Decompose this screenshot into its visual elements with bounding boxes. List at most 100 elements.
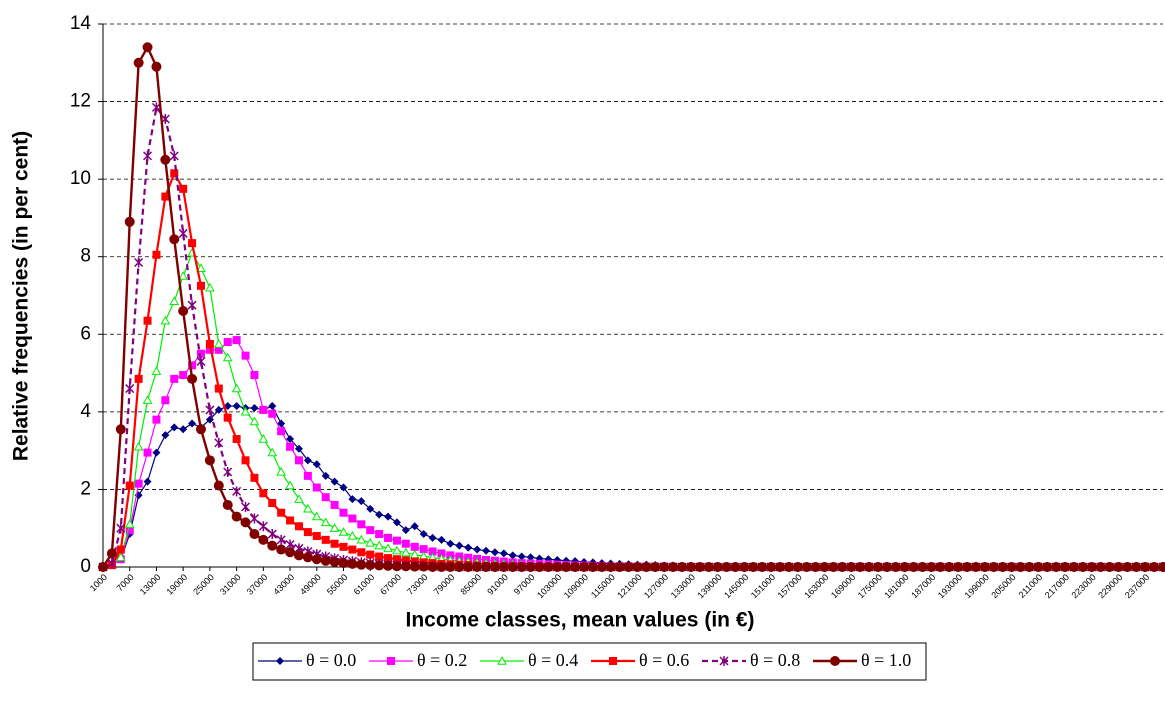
marker xyxy=(214,345,223,354)
x-tick-label: 91000 xyxy=(485,572,510,597)
x-tick-label: 67000 xyxy=(378,572,403,597)
marker xyxy=(312,483,321,492)
marker xyxy=(178,271,189,280)
marker xyxy=(1149,562,1160,572)
marker xyxy=(730,562,741,572)
marker xyxy=(464,543,473,552)
marker xyxy=(979,562,990,572)
marker xyxy=(384,554,393,563)
marker xyxy=(178,306,189,317)
marker xyxy=(419,530,428,539)
marker xyxy=(223,338,232,347)
marker xyxy=(1122,562,1133,572)
marker xyxy=(338,558,349,569)
marker xyxy=(294,522,303,531)
x-tick-label: 55000 xyxy=(325,572,350,597)
marker xyxy=(623,562,634,572)
marker xyxy=(481,562,492,572)
marker xyxy=(311,554,322,565)
marker xyxy=(321,535,330,544)
marker xyxy=(899,562,910,572)
marker xyxy=(801,562,812,572)
marker xyxy=(277,419,286,428)
x-tick-label: 139000 xyxy=(695,572,723,600)
marker xyxy=(712,562,723,572)
marker xyxy=(240,517,251,528)
x-tick-label: 61000 xyxy=(352,572,377,597)
marker xyxy=(133,57,144,68)
marker xyxy=(320,555,331,566)
marker xyxy=(374,540,384,550)
marker xyxy=(339,508,348,517)
x-tick-label: 43000 xyxy=(271,572,296,597)
marker xyxy=(187,373,198,384)
marker xyxy=(143,150,153,161)
marker xyxy=(757,562,768,572)
marker xyxy=(143,448,152,457)
x-tick-label: 181000 xyxy=(882,572,910,600)
marker xyxy=(561,562,572,572)
marker xyxy=(160,315,171,325)
marker xyxy=(195,424,206,435)
marker xyxy=(116,523,126,534)
marker xyxy=(250,371,259,380)
marker xyxy=(116,545,125,554)
legend-marker xyxy=(830,656,840,666)
series-line xyxy=(102,170,1163,569)
marker xyxy=(170,374,179,383)
marker xyxy=(596,562,607,572)
marker xyxy=(418,561,429,572)
legend-marker xyxy=(387,657,395,665)
marker xyxy=(169,234,180,245)
marker xyxy=(303,471,312,480)
marker xyxy=(1033,562,1044,572)
marker xyxy=(286,435,295,444)
marker xyxy=(232,402,241,411)
marker xyxy=(489,562,500,572)
marker xyxy=(179,371,188,380)
marker xyxy=(312,531,321,540)
x-tick-label: 7000 xyxy=(115,572,136,593)
marker xyxy=(917,562,928,572)
marker xyxy=(204,455,215,466)
marker xyxy=(250,403,259,412)
marker xyxy=(241,456,250,465)
marker xyxy=(232,336,241,345)
marker xyxy=(1104,562,1115,572)
marker xyxy=(286,442,295,451)
marker xyxy=(650,562,661,572)
marker xyxy=(303,528,312,537)
marker xyxy=(258,521,268,532)
marker xyxy=(1024,562,1035,572)
x-tick-label: 79000 xyxy=(432,572,457,597)
legend-label: θ = 0.8 xyxy=(750,650,800,670)
marker xyxy=(703,562,714,572)
marker xyxy=(872,562,883,572)
x-tick-label: 193000 xyxy=(936,572,964,600)
marker xyxy=(1077,562,1088,572)
y-tick-label: 2 xyxy=(80,478,91,499)
marker xyxy=(169,296,180,306)
marker xyxy=(196,356,206,367)
marker xyxy=(1042,562,1053,572)
marker xyxy=(374,560,385,571)
y-tick-label: 12 xyxy=(70,91,91,112)
marker xyxy=(366,504,375,513)
marker xyxy=(178,228,188,239)
marker xyxy=(721,562,732,572)
marker xyxy=(908,562,919,572)
x-tick-label: 85000 xyxy=(458,572,483,597)
marker xyxy=(391,561,402,572)
y-tick-label: 4 xyxy=(80,401,91,422)
marker xyxy=(356,559,367,570)
marker xyxy=(187,300,197,311)
marker xyxy=(392,545,402,555)
marker xyxy=(196,263,206,273)
marker xyxy=(347,558,358,569)
marker xyxy=(685,562,696,572)
legend-marker xyxy=(276,657,284,665)
marker xyxy=(330,477,339,486)
marker xyxy=(258,433,269,443)
marker xyxy=(205,339,214,348)
marker xyxy=(997,562,1008,572)
